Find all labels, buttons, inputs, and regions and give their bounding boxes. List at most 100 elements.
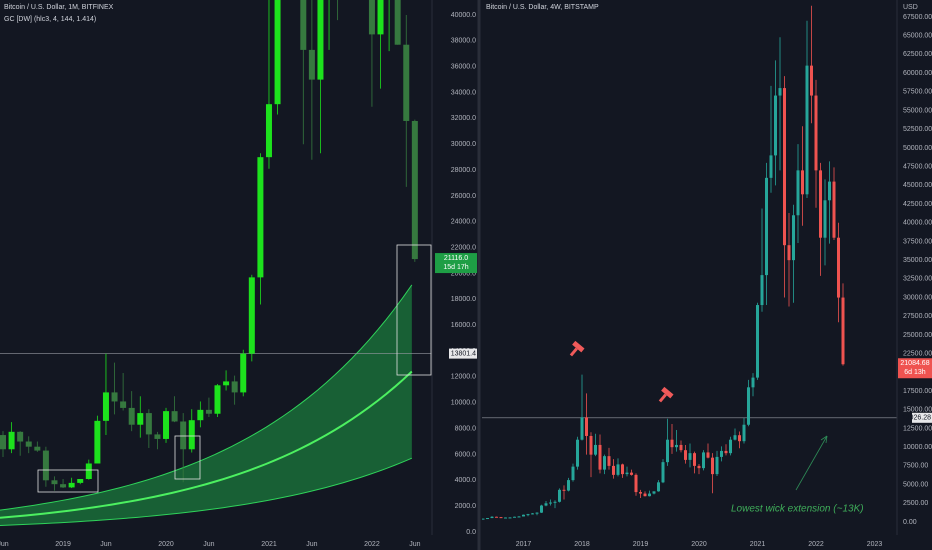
candle-body [540,505,543,513]
candle-body [188,420,195,450]
y-tick-label: 47500.00 [903,163,932,170]
candle-body [8,431,15,450]
y-tick-label: 67500.00 [903,14,932,21]
y-tick-label: 24000.0 [451,219,476,226]
candle-body [240,353,247,393]
candle-body [769,155,773,178]
candle-body [702,452,705,469]
candle-body [828,181,831,201]
candle-body [205,409,212,414]
y-tick-label: 30000.0 [451,141,476,148]
candle-body [522,514,525,517]
candle-body [805,65,809,195]
y-tick-label: 36000.0 [451,64,476,71]
candle-body [837,237,840,298]
y-tick-label: 34000.0 [451,89,476,96]
candle-body [612,465,615,475]
y-tick-label: 30000.00 [903,294,932,301]
candle-body [774,95,777,156]
candle-body [819,170,822,238]
y-tick-label: 8000.0 [455,425,477,432]
candle-body [580,417,584,440]
candle-body [300,0,307,50]
candle-body [562,489,566,491]
candle-body [486,518,489,520]
candle-body [603,456,606,470]
y-tick-label: 2000.0 [455,503,477,510]
candle-body [553,501,557,503]
candle-body [621,464,624,475]
candle-body [154,434,161,439]
candle-body [25,441,32,447]
y-tick-label: 55000.00 [903,107,932,114]
candle-body [733,435,737,440]
candle-body [51,480,58,485]
x-tick-label: 2020 [691,541,707,548]
candle-body [585,417,588,436]
right-plot [482,5,897,520]
candle-body [778,88,782,96]
candle-body [648,493,651,497]
candle-body [163,411,170,439]
band-line [0,457,413,526]
annotation-box [174,435,201,480]
annotation-arrow [795,435,828,491]
candle-body [801,170,804,195]
candle-body [810,65,813,96]
y-tick-label: 7500.00 [903,463,928,470]
y-tick-label: 35000.00 [903,257,932,264]
y-tick-label: 17500.00 [903,388,932,395]
candle-body [77,479,84,483]
candle-body [607,456,611,466]
candle-body [508,517,512,519]
y-tick-label: 10000.0 [451,400,476,407]
last-price-label: 21084.68 [900,360,929,367]
candle-body [490,516,494,519]
candle-body [171,411,178,422]
candle-body [111,392,118,402]
candle-body [231,381,238,393]
y-tick-label: 18000.0 [451,296,476,303]
candle-body [257,157,264,278]
y-tick-label: 12000.0 [451,374,476,381]
candle-body [526,514,530,516]
annotation-box [37,469,99,493]
candle-body [368,0,375,35]
y-tick-label: 5000.00 [903,481,928,488]
hammer-icon [658,386,674,403]
candle-body [120,401,127,408]
candle-body [403,44,410,121]
candle-body [180,421,187,450]
band-line [0,370,413,519]
candle-body [248,277,255,354]
candle-body [796,170,800,216]
candle-body [657,482,660,492]
candle-body [634,474,638,493]
annotation-box [396,244,432,376]
y-tick-label: 25000.00 [903,332,932,339]
candle-body [787,245,791,261]
y-tick-label: 45000.00 [903,182,932,189]
y-tick-label: 10000.00 [903,444,932,451]
x-tick-label: 2019 [633,541,649,548]
y-tick-label: 57500.00 [903,89,932,96]
candle-body [684,450,687,460]
last-price-box [435,253,477,274]
candle-body [751,377,755,388]
candle-body [197,409,204,421]
candle-body [693,453,696,466]
y-tick-label: 20000.0 [451,270,476,277]
candle-body [720,450,723,457]
hline-price-box [912,412,932,423]
candle-body [317,0,324,80]
candle-body [274,0,281,105]
candle-body [17,431,24,442]
candle-body [576,439,579,467]
candle-body [411,120,418,260]
candle-body [652,491,656,494]
candle-body [102,392,109,421]
candle-body [145,413,152,435]
candle-body [571,466,575,481]
